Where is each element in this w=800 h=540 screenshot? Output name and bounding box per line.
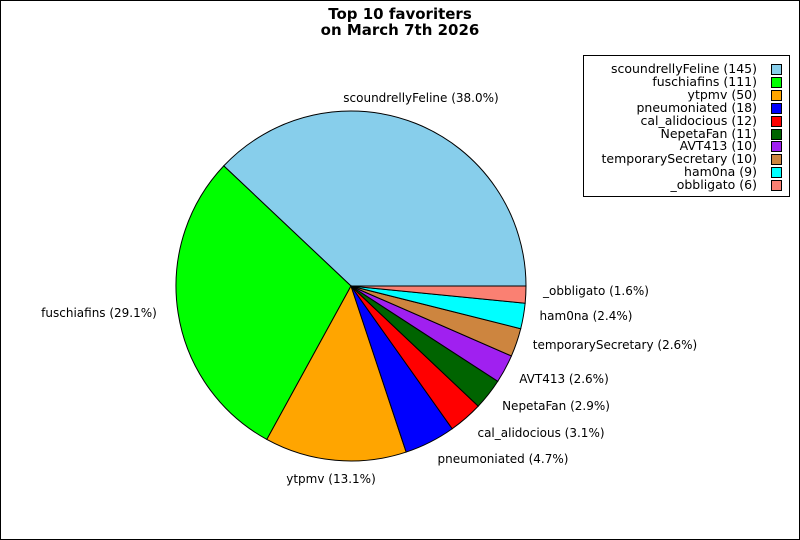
pie-slice-fuschiafins	[175, 165, 352, 441]
legend-swatch	[771, 115, 782, 127]
legend-swatch	[771, 141, 782, 153]
legend-swatch	[771, 154, 782, 166]
pie-slice-scoundrellyfeline	[223, 110, 527, 287]
pie-slices	[175, 110, 527, 462]
legend-swatch	[771, 64, 782, 75]
legend-swatch	[771, 128, 782, 140]
slice-label: temporarySecretary (2.6%)	[533, 338, 697, 352]
legend-label: AVT413 (10)	[679, 138, 757, 154]
chart-legend: scoundrellyFeline (145) fuschiafins (111)…	[583, 55, 790, 197]
pie-labels: scoundrellyFeline (38.0%) fuschiafins (29…	[41, 91, 697, 486]
legend-label: temporarySecretary (10)	[601, 151, 757, 167]
chart-title-line-1: Top 10 favoriters	[328, 5, 472, 23]
pie-slice-obbligato	[350, 285, 527, 304]
legend-swatch	[771, 89, 782, 101]
legend-swatch	[771, 102, 782, 114]
slice-label: _obbligato (1.6%)	[542, 284, 649, 298]
legend-swatch	[771, 180, 782, 192]
slice-label: ham0na (2.4%)	[540, 309, 633, 323]
slice-label: NepetaFan (2.9%)	[502, 399, 610, 413]
legend-label: ytpmv (50)	[687, 86, 757, 102]
legend-label: NepetaFan (11)	[660, 125, 757, 141]
slice-label: fuschiafins (29.1%)	[41, 306, 157, 320]
pie-slice-ytpmv	[266, 284, 407, 462]
chart-title: Top 10 favoriters on March 7th 2026	[1, 6, 799, 38]
legend-label: _obbligato (6)	[670, 177, 757, 193]
slice-label: pneumoniated (4.7%)	[438, 452, 569, 466]
legend-swatch	[771, 167, 782, 179]
chart-title-line-2: on March 7th 2026	[320, 21, 480, 39]
legend-label: ham0na (9)	[684, 164, 757, 180]
slice-label: ytpmv (13.1%)	[286, 472, 376, 486]
slice-label: cal_alidocious (3.1%)	[477, 426, 604, 440]
legend-label: cal_alidocious (12)	[640, 112, 757, 128]
slice-label: AVT413 (2.6%)	[519, 372, 609, 386]
legend-label: fuschiafins (111)	[652, 73, 757, 89]
slice-label: scoundrellyFeline (38.0%)	[343, 91, 498, 105]
legend-label: pneumoniated (18)	[636, 99, 757, 115]
legend-swatch	[771, 76, 782, 88]
legend-label: scoundrellyFeline (145)	[610, 61, 757, 76]
